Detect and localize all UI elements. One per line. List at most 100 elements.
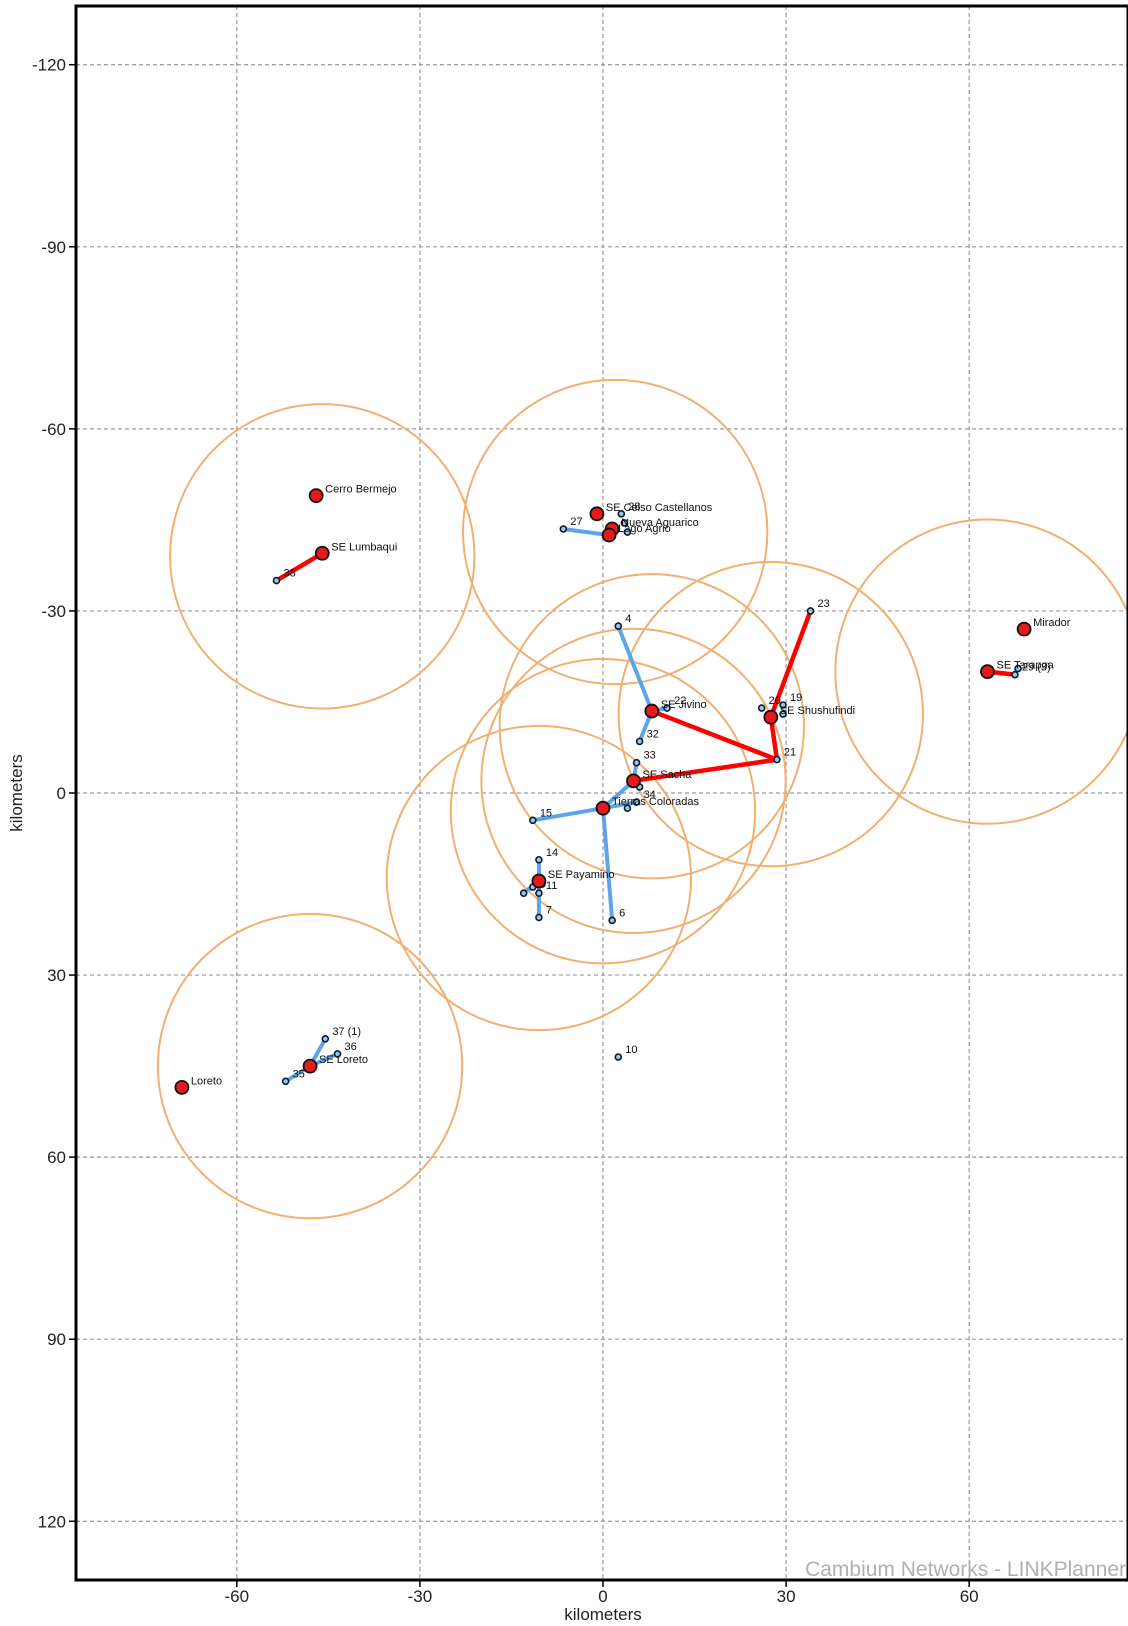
y-tick-label: 120 <box>38 1512 66 1531</box>
hub-point <box>302 1058 318 1074</box>
subscriber-point <box>321 1034 330 1043</box>
subscriber-point <box>608 916 616 925</box>
y-tick-label: -90 <box>41 238 66 257</box>
subscriber-label: 36 <box>345 1041 357 1053</box>
subscriber-label: 32 <box>647 728 659 740</box>
hub-label: Nueva Aguarico <box>621 517 699 529</box>
subscriber-point <box>757 704 766 712</box>
hub-label: SE Loreto <box>319 1054 368 1066</box>
backhaul-link <box>631 757 780 784</box>
x-tick-label: 60 <box>960 1587 979 1606</box>
subscriber-point <box>535 889 543 897</box>
subscriber-point <box>281 1077 290 1086</box>
x-axis-title: kilometers <box>564 1605 641 1624</box>
coverage-circle <box>385 724 693 1032</box>
subscriber-label: 29 (3) <box>1022 662 1051 674</box>
subscriber-label: 27 <box>570 516 582 528</box>
access-link <box>616 624 654 714</box>
coverage-circle <box>449 658 757 965</box>
hub-point <box>314 545 330 561</box>
subscriber-label: 11 <box>546 880 557 892</box>
subscriber-label: 35 <box>293 1068 305 1080</box>
hub-point <box>980 664 995 680</box>
access-link <box>561 526 612 538</box>
x-tick-label: 30 <box>777 1587 796 1606</box>
subscriber-point <box>614 1053 623 1061</box>
backhaul-link <box>649 708 780 762</box>
subscriber-label: 33 <box>644 750 656 762</box>
hub-label: Cerro Bermejo <box>325 484 397 496</box>
subscriber-point <box>529 816 537 825</box>
subscriber-point <box>663 704 671 712</box>
hub-label: Loreto <box>191 1075 222 1087</box>
coverage-circle <box>498 573 805 880</box>
y-tick-label: 0 <box>57 784 66 803</box>
hub-point <box>601 527 617 543</box>
subscriber-label: 34 <box>644 789 656 801</box>
hub-label: SE Payamino <box>548 869 615 881</box>
plot-frame <box>74 4 1128 1582</box>
subscriber-label: 21 <box>784 747 796 759</box>
subscriber-point <box>614 622 623 630</box>
subscriber-point <box>779 701 787 709</box>
subscriber-point <box>623 528 632 536</box>
subscriber-point <box>617 510 626 518</box>
coverage-circle <box>617 560 924 868</box>
subscriber-point <box>632 798 641 806</box>
hub-label: Lago Agrio <box>618 523 671 535</box>
subscriber-label: 14 <box>546 847 558 859</box>
coverage-circle <box>156 912 464 1220</box>
subscriber-label: 7 <box>546 904 552 916</box>
subscriber-label: 23 <box>818 598 830 610</box>
hub-point <box>763 709 779 725</box>
y-tick-label: -120 <box>32 56 66 75</box>
subscriber-label: 19 <box>790 692 802 704</box>
subscriber-point <box>773 755 781 764</box>
subscriber-point <box>1011 670 1019 679</box>
hub-point <box>644 703 660 719</box>
subscriber-point <box>806 607 815 615</box>
subscriber-point <box>779 710 787 718</box>
y-tick-label: -30 <box>41 602 66 621</box>
backhaul-link <box>768 608 813 720</box>
hub-point <box>174 1079 190 1095</box>
hub-point <box>626 773 641 789</box>
subscriber-point <box>272 576 281 585</box>
y-axis-title: kilometers <box>7 754 26 831</box>
access-link <box>530 806 605 823</box>
subscriber-point <box>333 1050 342 1058</box>
coverage-circle <box>834 518 1128 825</box>
backhaul-link <box>274 551 325 583</box>
coverage-circle-layer <box>156 378 1128 1220</box>
x-tick-label: -30 <box>408 1587 433 1606</box>
hub-label: SE Tarapoa <box>996 660 1054 672</box>
watermark: Cambium Networks - LINKPlanner <box>805 1558 1126 1581</box>
hub-point <box>531 873 547 889</box>
hub-point <box>308 488 324 504</box>
hub-label: Mirador <box>1033 617 1071 629</box>
coverage-circle <box>462 378 769 686</box>
subscriber-label: 6 <box>619 907 625 919</box>
subscriber-point <box>1014 664 1022 673</box>
y-tick-label: 30 <box>47 966 66 985</box>
hub-label: Tierras Coloradas <box>612 796 700 808</box>
subscriber-point <box>519 889 528 897</box>
subscriber-point <box>620 519 629 527</box>
hub-point <box>589 506 605 522</box>
subscriber-point <box>635 737 644 746</box>
subscriber-label: 22 <box>674 695 686 707</box>
subscriber-label: 38 <box>283 568 295 580</box>
y-tick-label: -60 <box>41 420 66 439</box>
coverage-circle <box>480 627 787 935</box>
hub-label: SE Shushufindi <box>780 705 855 717</box>
hub-label: SE Jivino <box>661 699 707 711</box>
x-tick-label: -60 <box>225 1587 250 1606</box>
subscriber-label: 10 <box>625 1044 637 1056</box>
subscriber-label: 4 <box>625 613 631 625</box>
subscriber-point <box>632 758 641 767</box>
grid-layer <box>76 6 1128 1580</box>
point-layer <box>174 488 1032 1095</box>
subscriber-point <box>559 525 568 533</box>
hub-point <box>595 800 611 816</box>
